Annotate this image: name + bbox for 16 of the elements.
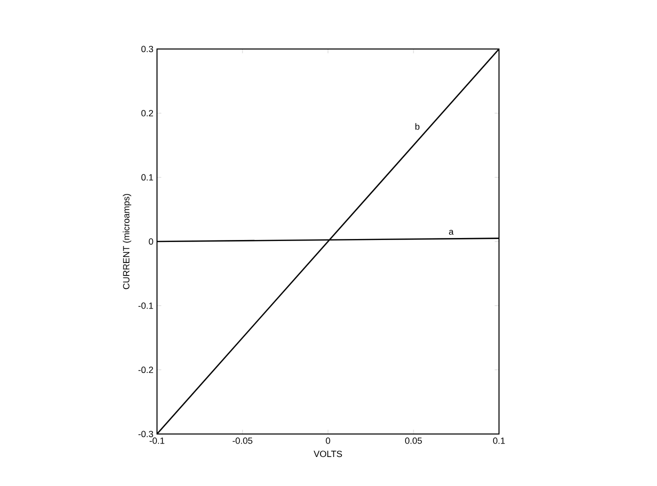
x-axis-title: VOLTS <box>314 450 342 458</box>
y-tick-label: -0.1 <box>138 302 154 309</box>
y-tick-label: 0.2 <box>141 110 154 116</box>
x-tick-label: 0.05 <box>405 438 422 444</box>
y-tick-label: -0.3 <box>138 430 154 438</box>
y-tick-label: 0.1 <box>141 174 154 181</box>
y-tick-label: 0 <box>148 238 154 245</box>
x-tick-label: 0.1 <box>493 438 505 444</box>
y-axis-title: CURRENT (microamps) <box>122 194 132 290</box>
series-label: a <box>449 230 454 235</box>
series-label: b <box>415 123 420 130</box>
y-tick-label: 0.3 <box>141 46 154 52</box>
x-tick-label: 0 <box>326 438 330 444</box>
x-tick-label: -0.1 <box>150 438 164 444</box>
y-tick-label: -0.2 <box>138 366 154 374</box>
x-tick-label: -0.05 <box>232 438 252 444</box>
